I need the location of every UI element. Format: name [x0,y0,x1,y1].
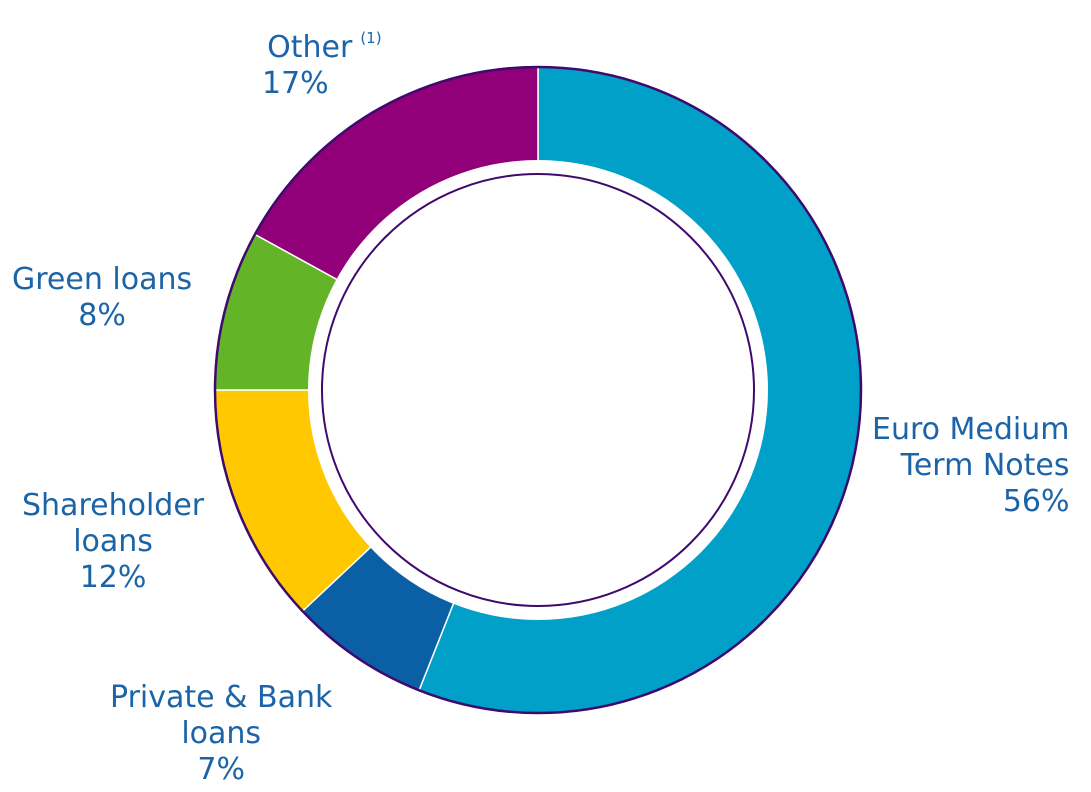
percent-green-loans: 8% [78,298,126,333]
percent-shareholder-loans: 12% [79,560,147,595]
percent-euro-medium-term-notes: 56% [1002,484,1070,519]
label-shareholder-loans: Shareholder loans 12% [22,488,205,595]
inner-ring [321,173,755,607]
label-green-loans: Green loans 8% [12,262,193,333]
label-other: Other (1) 17% [262,29,382,101]
footnote-marker: (1) [360,29,382,47]
label-private-bank-loans: Private & Bank loans 7% [110,680,333,787]
percent-other: 17% [262,66,329,101]
outer-ring [213,65,863,715]
percent-private-bank-loans: 7% [197,752,245,787]
label-euro-medium-term-notes: Euro Medium Term Notes 56% [872,412,1070,519]
